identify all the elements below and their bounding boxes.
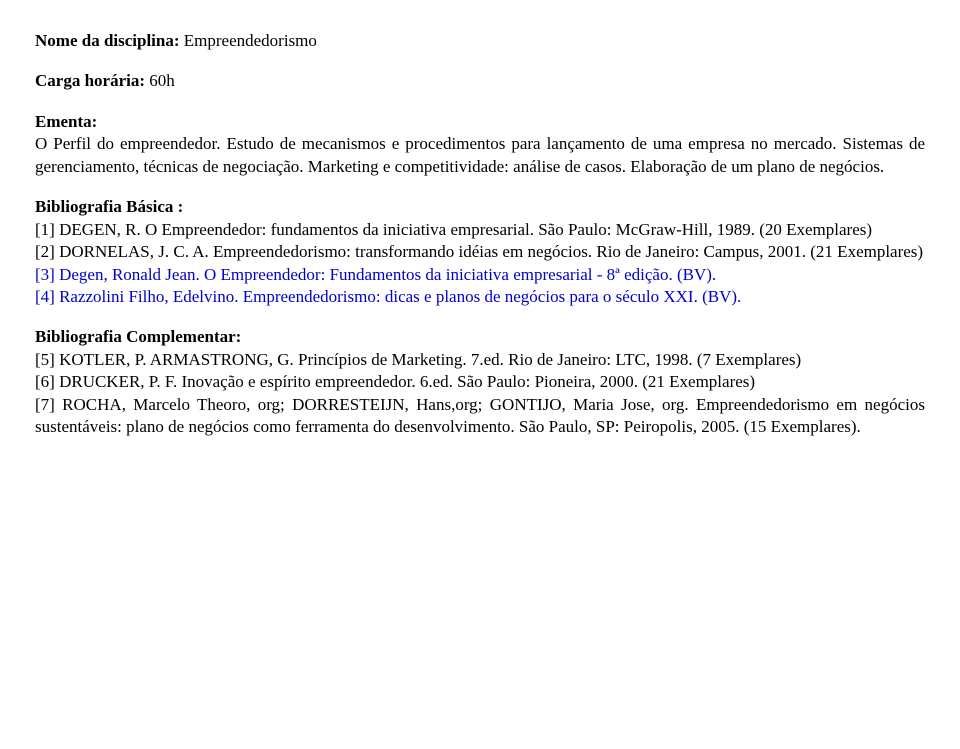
biblio-basica-item-link: [3] Degen, Ronald Jean. O Empreendedor: … [35,264,925,286]
biblio-compl-item: [6] DRUCKER, P. F. Inovação e espírito e… [35,371,925,393]
carga-line: Carga horária: 60h [35,70,925,92]
biblio-basica-item: [1] DEGEN, R. O Empreendedor: fundamento… [35,219,925,241]
discipline-value: Empreendedorismo [184,31,317,50]
carga-label: Carga horária: [35,71,145,90]
carga-value: 60h [149,71,175,90]
discipline-line: Nome da disciplina: Empreendedorismo [35,30,925,52]
ementa-label: Ementa: [35,111,925,133]
biblio-compl-item: [5] KOTLER, P. ARMASTRONG, G. Princípios… [35,349,925,371]
biblio-basica-label: Bibliografia Básica : [35,196,925,218]
ementa-block: Ementa: O Perfil do empreendedor. Estudo… [35,111,925,178]
discipline-label: Nome da disciplina: [35,31,180,50]
biblio-basica-block: Bibliografia Básica : [1] DEGEN, R. O Em… [35,196,925,308]
ementa-text: O Perfil do empreendedor. Estudo de meca… [35,133,925,178]
biblio-compl-item: [7] ROCHA, Marcelo Theoro, org; DORRESTE… [35,394,925,439]
biblio-basica-item: [2] DORNELAS, J. C. A. Empreendedorismo:… [35,241,925,263]
biblio-basica-item-link: [4] Razzolini Filho, Edelvino. Empreende… [35,286,925,308]
biblio-compl-label: Bibliografia Complementar: [35,326,925,348]
biblio-compl-block: Bibliografia Complementar: [5] KOTLER, P… [35,326,925,438]
